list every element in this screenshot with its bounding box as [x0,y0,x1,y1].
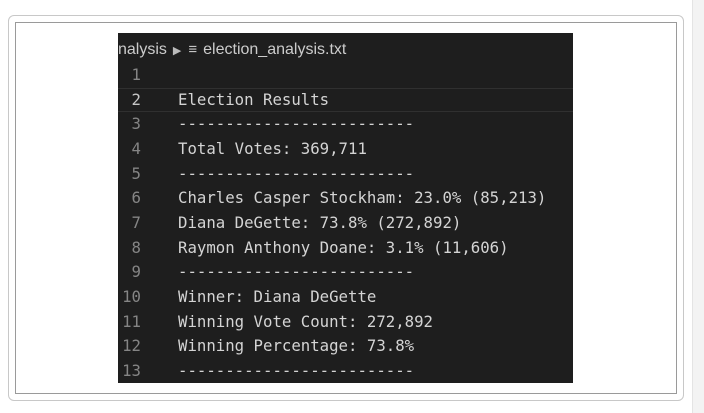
line-number: 1 [131,65,141,84]
code-line[interactable]: 10 Winner: Diana DeGette [118,285,573,309]
line-text: Winner: Diana DeGette [178,287,377,307]
line-number: 8 [131,237,141,257]
breadcrumb-separator: ▶ [172,45,182,57]
line-number: 6 [131,188,141,208]
line-number: 10 [122,287,141,307]
breadcrumb-folder[interactable]: nalysis [118,41,167,58]
line-number: 11 [122,311,141,331]
inner-frame [15,22,677,394]
line-number: 7 [131,213,141,233]
line-text: ------------------------- [178,262,415,282]
line-text: Election Results [178,89,330,109]
line-text: Diana DeGette: 73.8% (272,892) [178,213,462,233]
line-number: 13 [122,361,141,381]
line-text: Total Votes: 369,711 [178,139,367,158]
code-line[interactable]: 2 Election Results [118,88,573,112]
code-line[interactable]: 13 ------------------------- [118,359,573,383]
line-text: Winning Percentage: 73.8% [178,336,415,356]
frame [8,15,684,401]
line-number: 2 [131,89,141,109]
editor: nalysis ▶ ≡ election_analysis.txt 1 2 Electio… [118,33,573,383]
line-number: 5 [131,163,141,183]
breadcrumb-file[interactable]: election_analysis.txt [203,41,347,58]
code-line[interactable]: 1 [118,63,573,87]
line-number: 12 [122,336,141,356]
line-number: 4 [131,139,141,158]
file-icon: ≡ [188,41,198,58]
code-line[interactable]: 3 ------------------------- [118,112,573,136]
breadcrumb: nalysis ▶ ≡ election_analysis.txt [118,39,346,61]
line-text: Winning Vote Count: 272,892 [178,311,434,331]
code-line[interactable]: 9 ------------------------- [118,260,573,284]
code-line[interactable]: 12 Winning Percentage: 73.8% [118,334,573,358]
code-line[interactable]: 5 ------------------------- [118,162,573,186]
line-text: ------------------------- [178,163,415,183]
line-text: ------------------------- [178,114,415,134]
line-text: Charles Casper Stockham: 23.0% (85,213) [178,188,547,208]
code-line[interactable]: 6 Charles Casper Stockham: 23.0% (85,213) [118,186,573,210]
line-number: 9 [131,262,141,282]
line-number: 3 [131,114,141,134]
code-line[interactable]: 11 Winning Vote Count: 272,892 [118,310,573,334]
line-text: ------------------------- [178,361,415,381]
code-line[interactable]: 7 Diana DeGette: 73.8% (272,892) [118,211,573,235]
scrollbar [692,0,704,413]
code-line[interactable]: 4 Total Votes: 369,711 [118,137,573,161]
code-line[interactable]: 8 Raymon Anthony Doane: 3.1% (11,606) [118,236,573,260]
line-text: Raymon Anthony Doane: 3.1% (11,606) [178,237,509,257]
